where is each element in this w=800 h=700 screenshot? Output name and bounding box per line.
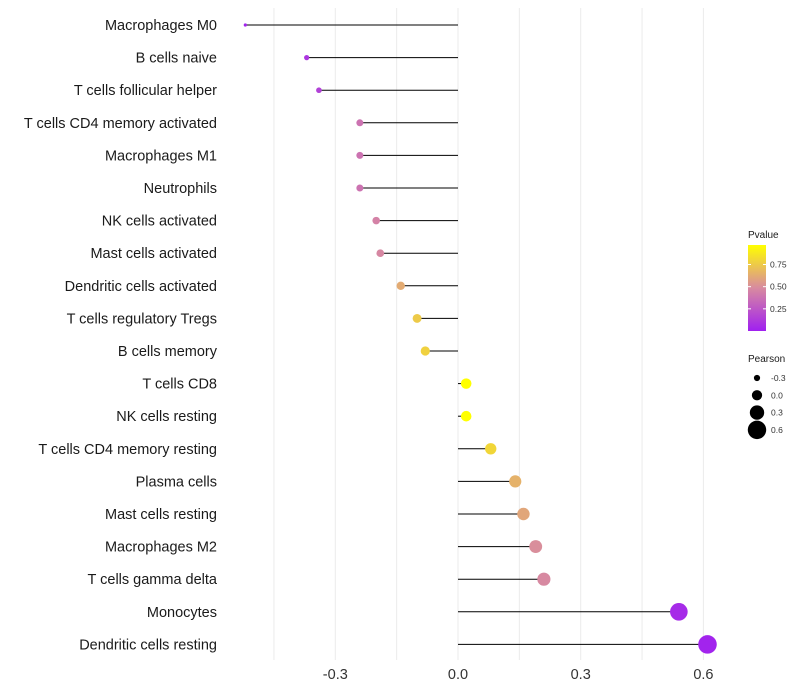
data-point (517, 507, 530, 521)
pearson-legend-title: Pearson (748, 354, 785, 365)
size-legend-dot (749, 405, 765, 420)
data-point (316, 87, 322, 94)
x-tick-label: -0.3 (323, 667, 348, 683)
x-axis-ticks: -0.3 0.0 0.3 0.6 (323, 667, 714, 683)
pvalue-legend: Pvalue 0.25 0.50 0.75 (748, 230, 787, 331)
data-point (396, 281, 405, 290)
category-label: T cells CD4 memory resting (38, 442, 217, 458)
category-label: Macrophages M1 (105, 148, 217, 164)
size-legend-dot (747, 420, 767, 440)
colorbar-tick-label: 0.50 (770, 282, 787, 292)
category-label: Neutrophils (144, 181, 217, 197)
data-point (698, 635, 717, 654)
data-point (420, 346, 430, 356)
category-label: Mast cells resting (105, 507, 217, 523)
data-point (412, 313, 422, 323)
data-point (356, 151, 364, 159)
category-label: T cells CD8 (142, 377, 217, 393)
colorbar-tick-label: 0.25 (770, 304, 787, 314)
data-point (509, 475, 522, 488)
x-tick-label: 0.6 (693, 667, 713, 683)
category-label: Dendritic cells activated (65, 279, 217, 295)
size-legend-label: 0.3 (771, 408, 783, 418)
lollipop-points (243, 23, 717, 654)
pvalue-legend-title: Pvalue (748, 230, 779, 241)
data-point (485, 443, 497, 455)
size-legend-label: -0.3 (771, 373, 786, 383)
size-legend-dot (753, 374, 761, 382)
category-label: T cells CD4 memory activated (24, 116, 217, 132)
data-point (537, 572, 551, 586)
category-label: B cells memory (118, 344, 218, 360)
x-tick-label: 0.3 (571, 667, 591, 683)
data-point (356, 184, 364, 192)
data-point (243, 23, 247, 27)
data-point (304, 54, 310, 61)
category-label: T cells regulatory Tregs (67, 311, 217, 327)
category-label: Mast cells activated (90, 246, 217, 262)
pvalue-legend-ticks: 0.25 0.50 0.75 (748, 260, 787, 314)
size-legend-dot (751, 390, 763, 401)
pearson-legend-items: -0.3 0.0 0.3 0.6 (747, 373, 786, 440)
data-point (670, 602, 688, 621)
pearson-legend: Pearson -0.3 0.0 0.3 0.6 (747, 354, 786, 440)
category-label: Macrophages M0 (105, 18, 217, 34)
category-label: Dendritic cells resting (79, 637, 217, 653)
category-label: NK cells activated (102, 214, 217, 230)
data-point (460, 410, 472, 422)
data-point (460, 378, 472, 389)
category-label: Monocytes (147, 605, 217, 621)
category-label: Macrophages M2 (105, 540, 217, 556)
data-point (529, 540, 543, 554)
colorbar-tick-label: 0.75 (770, 260, 787, 270)
category-label: T cells gamma delta (88, 572, 218, 588)
data-point (356, 119, 364, 127)
size-legend-label: 0.6 (771, 425, 783, 435)
data-point (372, 216, 380, 225)
y-axis-labels: Macrophages M0 B cells naive T cells folli… (24, 18, 218, 653)
category-label: Plasma cells (136, 474, 217, 490)
category-label: NK cells resting (116, 409, 217, 425)
category-label: B cells naive (136, 51, 217, 67)
x-tick-label: 0.0 (448, 667, 468, 683)
lollipop-stems (245, 24, 708, 645)
category-label: T cells follicular helper (74, 83, 217, 99)
size-legend-label: 0.0 (771, 390, 783, 400)
data-point (376, 249, 385, 258)
grid-lines (273, 8, 704, 660)
pvalue-colorbar (748, 245, 766, 331)
